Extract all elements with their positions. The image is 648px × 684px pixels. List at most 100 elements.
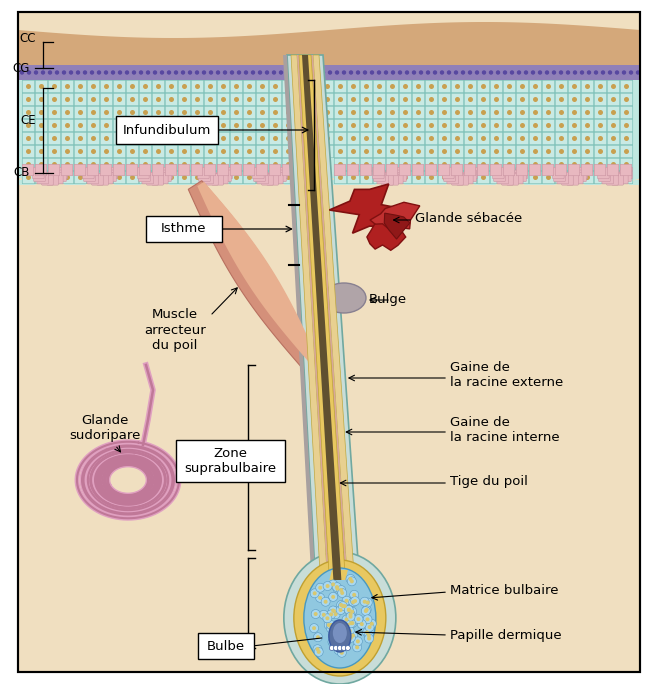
Ellipse shape bbox=[286, 84, 291, 89]
Ellipse shape bbox=[533, 84, 538, 89]
Ellipse shape bbox=[322, 283, 366, 313]
Polygon shape bbox=[197, 182, 319, 366]
FancyBboxPatch shape bbox=[425, 171, 438, 184]
Ellipse shape bbox=[559, 97, 564, 102]
FancyBboxPatch shape bbox=[607, 158, 619, 171]
Ellipse shape bbox=[221, 136, 226, 141]
FancyBboxPatch shape bbox=[477, 171, 490, 184]
Ellipse shape bbox=[104, 162, 109, 167]
FancyBboxPatch shape bbox=[48, 119, 61, 132]
FancyBboxPatch shape bbox=[607, 93, 619, 106]
FancyBboxPatch shape bbox=[243, 93, 256, 106]
Circle shape bbox=[118, 70, 122, 75]
FancyBboxPatch shape bbox=[191, 132, 204, 145]
FancyBboxPatch shape bbox=[568, 119, 581, 132]
Circle shape bbox=[337, 601, 345, 609]
FancyBboxPatch shape bbox=[607, 145, 619, 158]
FancyBboxPatch shape bbox=[581, 145, 594, 158]
FancyBboxPatch shape bbox=[22, 132, 35, 145]
Ellipse shape bbox=[78, 84, 83, 89]
Text: Gaine de
la racine externe: Gaine de la racine externe bbox=[450, 361, 563, 389]
Circle shape bbox=[447, 70, 451, 75]
Circle shape bbox=[615, 70, 619, 75]
Text: Glande
sudoripare: Glande sudoripare bbox=[69, 414, 141, 442]
FancyBboxPatch shape bbox=[198, 633, 254, 659]
FancyBboxPatch shape bbox=[217, 106, 230, 119]
FancyBboxPatch shape bbox=[490, 106, 503, 119]
Ellipse shape bbox=[455, 97, 460, 102]
FancyBboxPatch shape bbox=[516, 132, 529, 145]
Ellipse shape bbox=[390, 149, 395, 154]
Circle shape bbox=[325, 616, 329, 620]
Circle shape bbox=[334, 635, 338, 640]
Circle shape bbox=[496, 70, 500, 75]
FancyBboxPatch shape bbox=[204, 164, 216, 176]
FancyBboxPatch shape bbox=[447, 172, 459, 184]
Circle shape bbox=[345, 618, 349, 622]
Circle shape bbox=[356, 640, 360, 644]
Ellipse shape bbox=[156, 97, 161, 102]
FancyBboxPatch shape bbox=[22, 171, 35, 184]
Ellipse shape bbox=[572, 149, 577, 154]
FancyBboxPatch shape bbox=[490, 119, 503, 132]
Polygon shape bbox=[297, 55, 329, 580]
FancyBboxPatch shape bbox=[425, 132, 438, 145]
Circle shape bbox=[363, 615, 372, 624]
Polygon shape bbox=[311, 55, 347, 580]
Circle shape bbox=[351, 633, 355, 637]
FancyBboxPatch shape bbox=[269, 145, 282, 158]
Circle shape bbox=[347, 633, 355, 642]
FancyBboxPatch shape bbox=[516, 119, 529, 132]
FancyBboxPatch shape bbox=[75, 106, 87, 119]
Ellipse shape bbox=[572, 123, 577, 128]
Ellipse shape bbox=[494, 162, 499, 167]
FancyBboxPatch shape bbox=[87, 106, 100, 119]
Ellipse shape bbox=[182, 84, 187, 89]
Polygon shape bbox=[291, 55, 327, 580]
FancyBboxPatch shape bbox=[438, 158, 451, 171]
FancyBboxPatch shape bbox=[451, 106, 464, 119]
FancyBboxPatch shape bbox=[553, 170, 565, 182]
Circle shape bbox=[324, 620, 333, 629]
FancyBboxPatch shape bbox=[347, 145, 360, 158]
Polygon shape bbox=[283, 55, 316, 580]
Circle shape bbox=[330, 640, 334, 644]
Circle shape bbox=[132, 70, 136, 75]
FancyBboxPatch shape bbox=[542, 132, 555, 145]
Ellipse shape bbox=[52, 136, 57, 141]
Text: Muscle
arrecteur
du poil: Muscle arrecteur du poil bbox=[144, 308, 206, 352]
Ellipse shape bbox=[507, 162, 512, 167]
Polygon shape bbox=[302, 55, 341, 580]
FancyBboxPatch shape bbox=[207, 174, 218, 185]
Ellipse shape bbox=[234, 149, 239, 154]
FancyBboxPatch shape bbox=[464, 106, 477, 119]
Ellipse shape bbox=[377, 136, 382, 141]
Ellipse shape bbox=[429, 175, 434, 180]
Circle shape bbox=[349, 577, 353, 581]
Ellipse shape bbox=[520, 136, 525, 141]
FancyBboxPatch shape bbox=[542, 145, 555, 158]
Ellipse shape bbox=[598, 136, 603, 141]
FancyBboxPatch shape bbox=[202, 172, 213, 184]
FancyBboxPatch shape bbox=[48, 132, 61, 145]
Ellipse shape bbox=[533, 110, 538, 115]
Ellipse shape bbox=[169, 175, 174, 180]
FancyBboxPatch shape bbox=[477, 119, 490, 132]
Ellipse shape bbox=[273, 84, 278, 89]
Circle shape bbox=[146, 70, 150, 75]
Ellipse shape bbox=[390, 162, 395, 167]
FancyBboxPatch shape bbox=[152, 132, 165, 145]
FancyBboxPatch shape bbox=[75, 132, 87, 145]
Circle shape bbox=[332, 640, 341, 649]
FancyBboxPatch shape bbox=[334, 145, 347, 158]
Ellipse shape bbox=[234, 162, 239, 167]
Ellipse shape bbox=[91, 136, 96, 141]
Ellipse shape bbox=[442, 149, 447, 154]
Ellipse shape bbox=[260, 175, 265, 180]
FancyBboxPatch shape bbox=[529, 132, 542, 145]
FancyBboxPatch shape bbox=[607, 164, 619, 176]
FancyBboxPatch shape bbox=[503, 145, 516, 158]
Ellipse shape bbox=[559, 175, 564, 180]
Circle shape bbox=[331, 595, 335, 599]
Circle shape bbox=[587, 70, 591, 75]
